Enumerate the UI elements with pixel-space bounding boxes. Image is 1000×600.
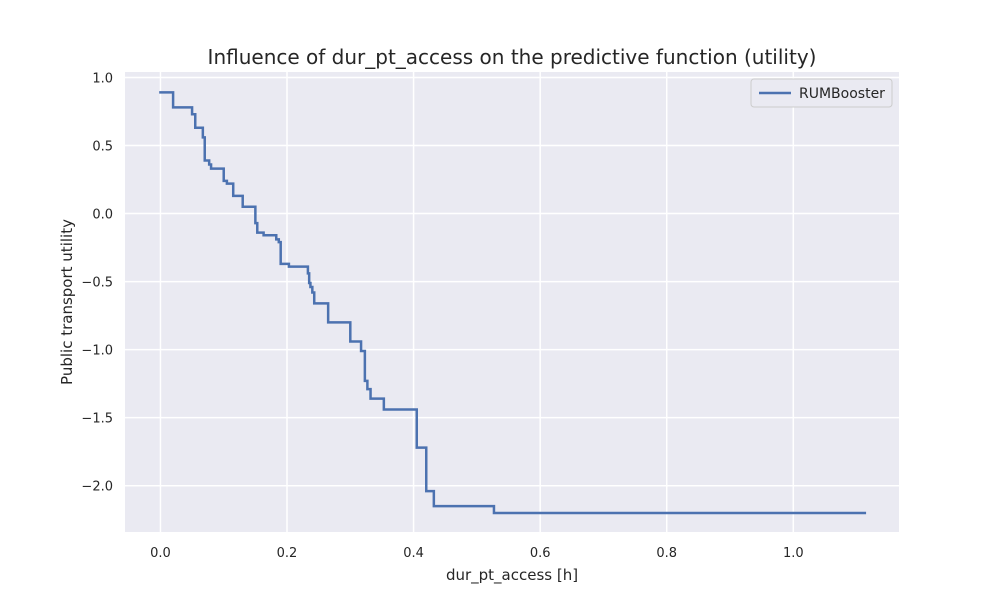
x-tick-label: 0.0 [150, 546, 171, 561]
x-tick-label: 0.4 [403, 546, 424, 561]
y-tick-labels: 1.0 0.5 0.0 −0.5 −1.0 −1.5 −2.0 [81, 71, 113, 494]
y-tick-label: 1.0 [92, 71, 113, 86]
x-axis-label: dur_pt_access [h] [446, 566, 578, 585]
x-tick-label: 1.0 [783, 546, 804, 561]
x-tick-label: 0.8 [656, 546, 677, 561]
grid-horizontal [125, 76, 899, 487]
legend-label-rumbooster: RUMBooster [799, 86, 885, 102]
chart-title: Influence of dur_pt_access on the predic… [208, 45, 817, 69]
x-tick-label: 0.2 [277, 546, 298, 561]
y-tick-label: 0.0 [92, 208, 113, 223]
y-axis-label: Public transport utility [58, 219, 76, 385]
series-line-rumbooster [159, 91, 867, 515]
grid-vertical [159, 72, 795, 532]
y-tick-label: −1.0 [81, 344, 113, 359]
y-tick-label: −2.0 [81, 480, 113, 495]
plot-background [125, 72, 899, 532]
y-tick-label: −0.5 [81, 276, 113, 291]
series-layer [159, 91, 867, 515]
y-tick-label: −1.5 [81, 412, 113, 427]
y-tick-label: 0.5 [92, 139, 113, 154]
x-tick-label: 0.6 [530, 546, 551, 561]
legend-box [750, 78, 893, 108]
legend: RUMBooster [750, 78, 893, 108]
x-tick-labels: 0.0 0.2 0.4 0.6 0.8 1.0 [150, 546, 804, 561]
